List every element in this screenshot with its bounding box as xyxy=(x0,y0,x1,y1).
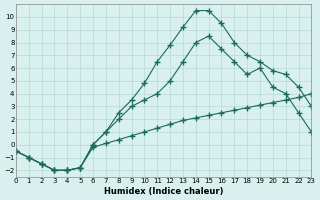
X-axis label: Humidex (Indice chaleur): Humidex (Indice chaleur) xyxy=(104,187,223,196)
